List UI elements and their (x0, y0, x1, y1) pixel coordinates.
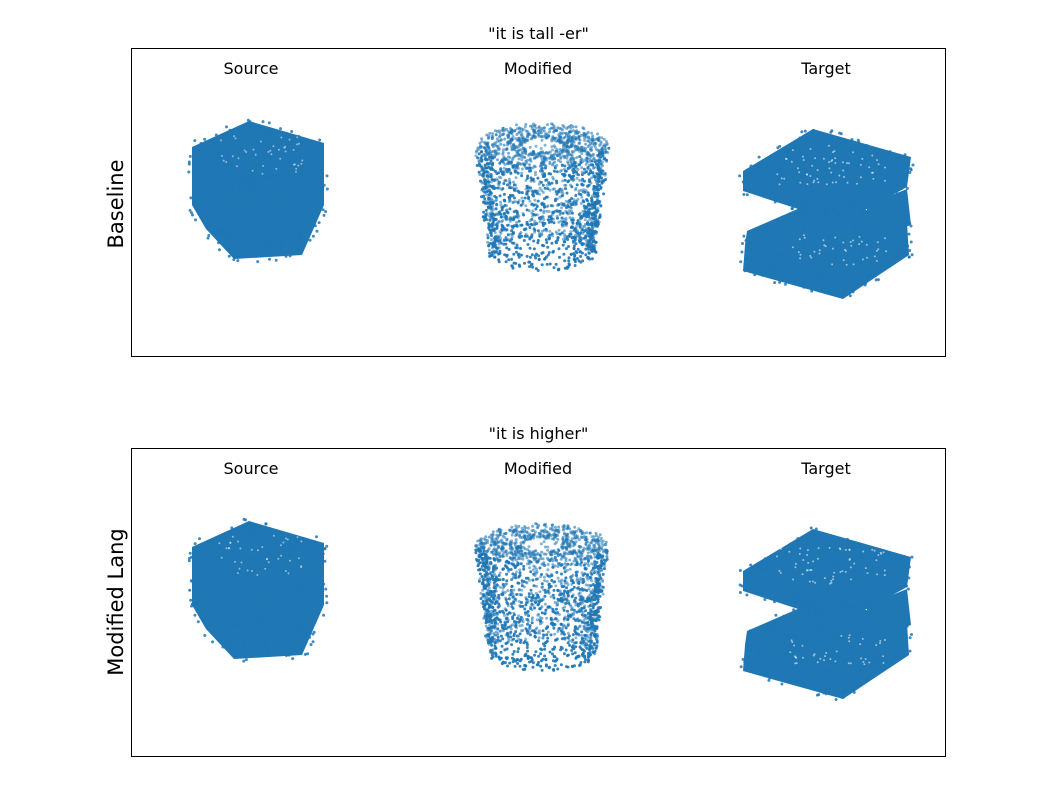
point-cloud-target-2 (738, 526, 914, 701)
point-cloud-modified-1 (474, 122, 611, 272)
row-label-baseline: Baseline (104, 159, 128, 249)
point-cloud-canvas-1 (187, 118, 915, 299)
point-cloud-source-1 (187, 118, 329, 264)
point-cloud-panel-2: Source Modified Target (131, 448, 946, 757)
col-label-modified: Modified (503, 59, 573, 78)
panel-2-title: "it is higher" (488, 424, 589, 443)
point-cloud-modified-2 (474, 522, 609, 672)
point-cloud-canvas-2 (187, 517, 914, 701)
col-label-target: Target (801, 459, 851, 478)
point-cloud-panel-1: Source Modified Target (131, 48, 946, 357)
col-label-modified: Modified (503, 459, 573, 478)
panel-1-title: "it is tall -er" (488, 24, 589, 43)
col-label-source: Source (223, 59, 279, 78)
col-label-source: Source (223, 459, 279, 478)
row-label-modified-lang: Modified Lang (104, 528, 128, 676)
point-cloud-target-1 (738, 128, 915, 299)
point-cloud-source-2 (187, 517, 329, 663)
col-label-target: Target (801, 59, 851, 78)
